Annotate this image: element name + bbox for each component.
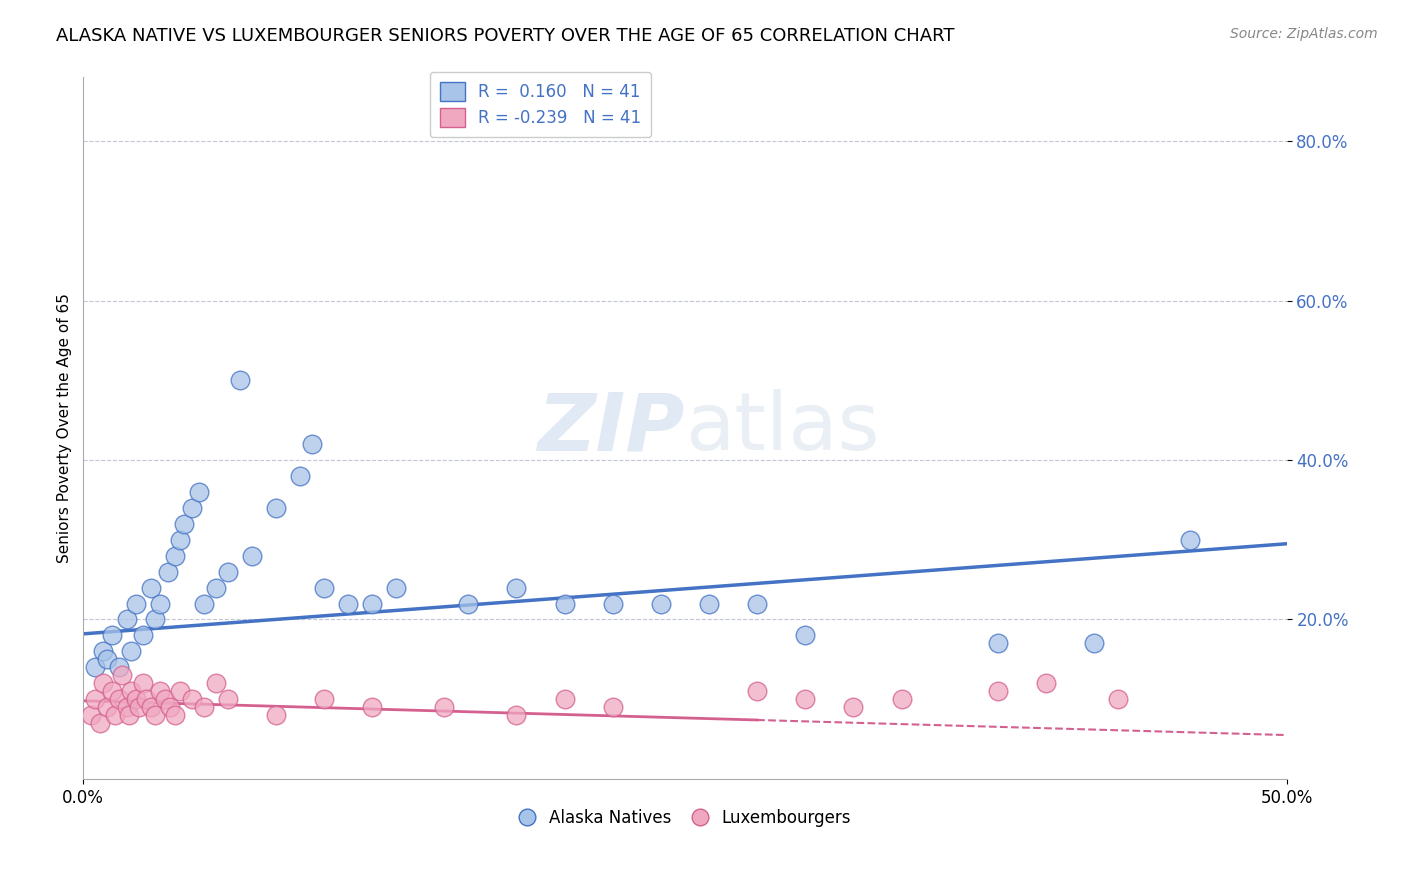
Point	[1035, 676, 1057, 690]
Text: atlas: atlas	[685, 389, 879, 467]
Point	[288, 469, 311, 483]
Point	[139, 581, 162, 595]
Point	[145, 612, 167, 626]
Point	[1107, 692, 1129, 706]
Point	[794, 628, 817, 642]
Point	[139, 700, 162, 714]
Point	[125, 597, 148, 611]
Point	[169, 533, 191, 547]
Point	[101, 684, 124, 698]
Point	[145, 708, 167, 723]
Point	[101, 628, 124, 642]
Point	[264, 500, 287, 515]
Point	[84, 692, 107, 706]
Point	[794, 692, 817, 706]
Point	[159, 700, 181, 714]
Point	[153, 692, 176, 706]
Point	[91, 644, 114, 658]
Point	[149, 597, 172, 611]
Point	[217, 565, 239, 579]
Point	[312, 581, 335, 595]
Point	[337, 597, 360, 611]
Point	[103, 708, 125, 723]
Point	[987, 684, 1010, 698]
Point	[108, 692, 131, 706]
Text: ZIP: ZIP	[537, 389, 685, 467]
Point	[217, 692, 239, 706]
Text: ALASKA NATIVE VS LUXEMBOURGER SENIORS POVERTY OVER THE AGE OF 65 CORRELATION CHA: ALASKA NATIVE VS LUXEMBOURGER SENIORS PO…	[56, 27, 955, 45]
Legend: Alaska Natives, Luxembourgers: Alaska Natives, Luxembourgers	[512, 803, 858, 834]
Point	[602, 597, 624, 611]
Point	[361, 597, 384, 611]
Point	[89, 716, 111, 731]
Point	[204, 581, 226, 595]
Point	[169, 684, 191, 698]
Point	[697, 597, 720, 611]
Point	[163, 549, 186, 563]
Point	[505, 581, 527, 595]
Point	[193, 597, 215, 611]
Point	[987, 636, 1010, 650]
Point	[111, 668, 134, 682]
Point	[132, 628, 155, 642]
Text: Source: ZipAtlas.com: Source: ZipAtlas.com	[1230, 27, 1378, 41]
Point	[125, 692, 148, 706]
Point	[890, 692, 912, 706]
Point	[204, 676, 226, 690]
Point	[173, 516, 195, 531]
Point	[650, 597, 672, 611]
Point	[132, 676, 155, 690]
Point	[1180, 533, 1202, 547]
Point	[240, 549, 263, 563]
Point	[120, 684, 142, 698]
Point	[84, 660, 107, 674]
Point	[193, 700, 215, 714]
Point	[108, 660, 131, 674]
Point	[149, 684, 172, 698]
Point	[385, 581, 408, 595]
Point	[115, 700, 138, 714]
Point	[115, 612, 138, 626]
Point	[180, 692, 202, 706]
Point	[264, 708, 287, 723]
Point	[505, 708, 527, 723]
Point	[128, 700, 150, 714]
Point	[79, 708, 101, 723]
Point	[747, 684, 769, 698]
Point	[163, 708, 186, 723]
Point	[361, 700, 384, 714]
Point	[118, 708, 141, 723]
Point	[312, 692, 335, 706]
Point	[96, 652, 118, 666]
Point	[187, 485, 209, 500]
Y-axis label: Seniors Poverty Over the Age of 65: Seniors Poverty Over the Age of 65	[58, 293, 72, 563]
Point	[135, 692, 157, 706]
Point	[554, 597, 576, 611]
Point	[602, 700, 624, 714]
Point	[180, 500, 202, 515]
Point	[120, 644, 142, 658]
Point	[156, 565, 179, 579]
Point	[91, 676, 114, 690]
Point	[747, 597, 769, 611]
Point	[842, 700, 865, 714]
Point	[96, 700, 118, 714]
Point	[457, 597, 479, 611]
Point	[433, 700, 456, 714]
Point	[228, 373, 250, 387]
Point	[301, 437, 323, 451]
Point	[1083, 636, 1105, 650]
Point	[554, 692, 576, 706]
